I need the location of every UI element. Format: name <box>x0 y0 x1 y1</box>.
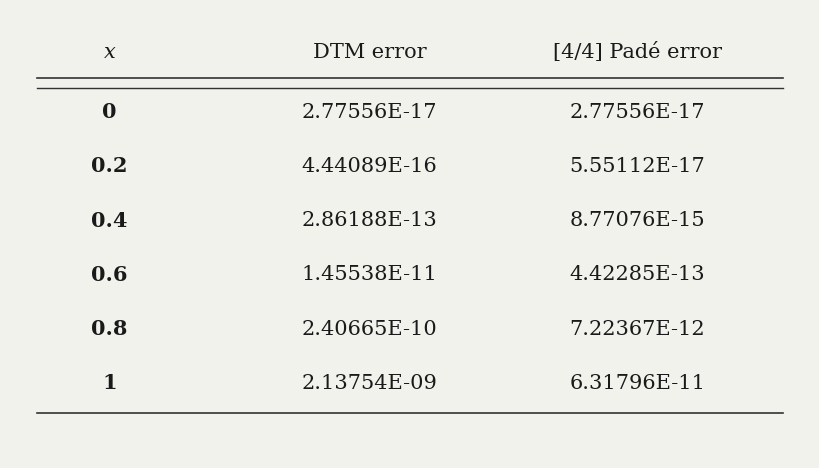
Text: 2.40665E-10: 2.40665E-10 <box>301 320 437 339</box>
Text: 0.6: 0.6 <box>92 265 128 285</box>
Text: 0.8: 0.8 <box>92 319 128 339</box>
Text: 8.77076E-15: 8.77076E-15 <box>568 211 704 230</box>
Text: DTM error: DTM error <box>312 43 426 62</box>
Text: 0.2: 0.2 <box>92 156 128 176</box>
Text: 2.13754E-09: 2.13754E-09 <box>301 374 437 393</box>
Text: x: x <box>104 43 115 62</box>
Text: 1: 1 <box>102 373 117 394</box>
Text: 7.22367E-12: 7.22367E-12 <box>568 320 704 339</box>
Text: 2.77556E-17: 2.77556E-17 <box>569 102 704 122</box>
Text: [4/4] Padé error: [4/4] Padé error <box>552 43 721 62</box>
Text: 4.44089E-16: 4.44089E-16 <box>301 157 437 176</box>
Text: 2.86188E-13: 2.86188E-13 <box>301 211 437 230</box>
Text: 1.45538E-11: 1.45538E-11 <box>301 265 437 285</box>
Text: 0: 0 <box>102 102 117 122</box>
Text: 2.77556E-17: 2.77556E-17 <box>301 102 437 122</box>
Text: 5.55112E-17: 5.55112E-17 <box>568 157 704 176</box>
Text: 0.4: 0.4 <box>92 211 128 231</box>
Text: 6.31796E-11: 6.31796E-11 <box>568 374 704 393</box>
Text: 4.42285E-13: 4.42285E-13 <box>568 265 704 285</box>
